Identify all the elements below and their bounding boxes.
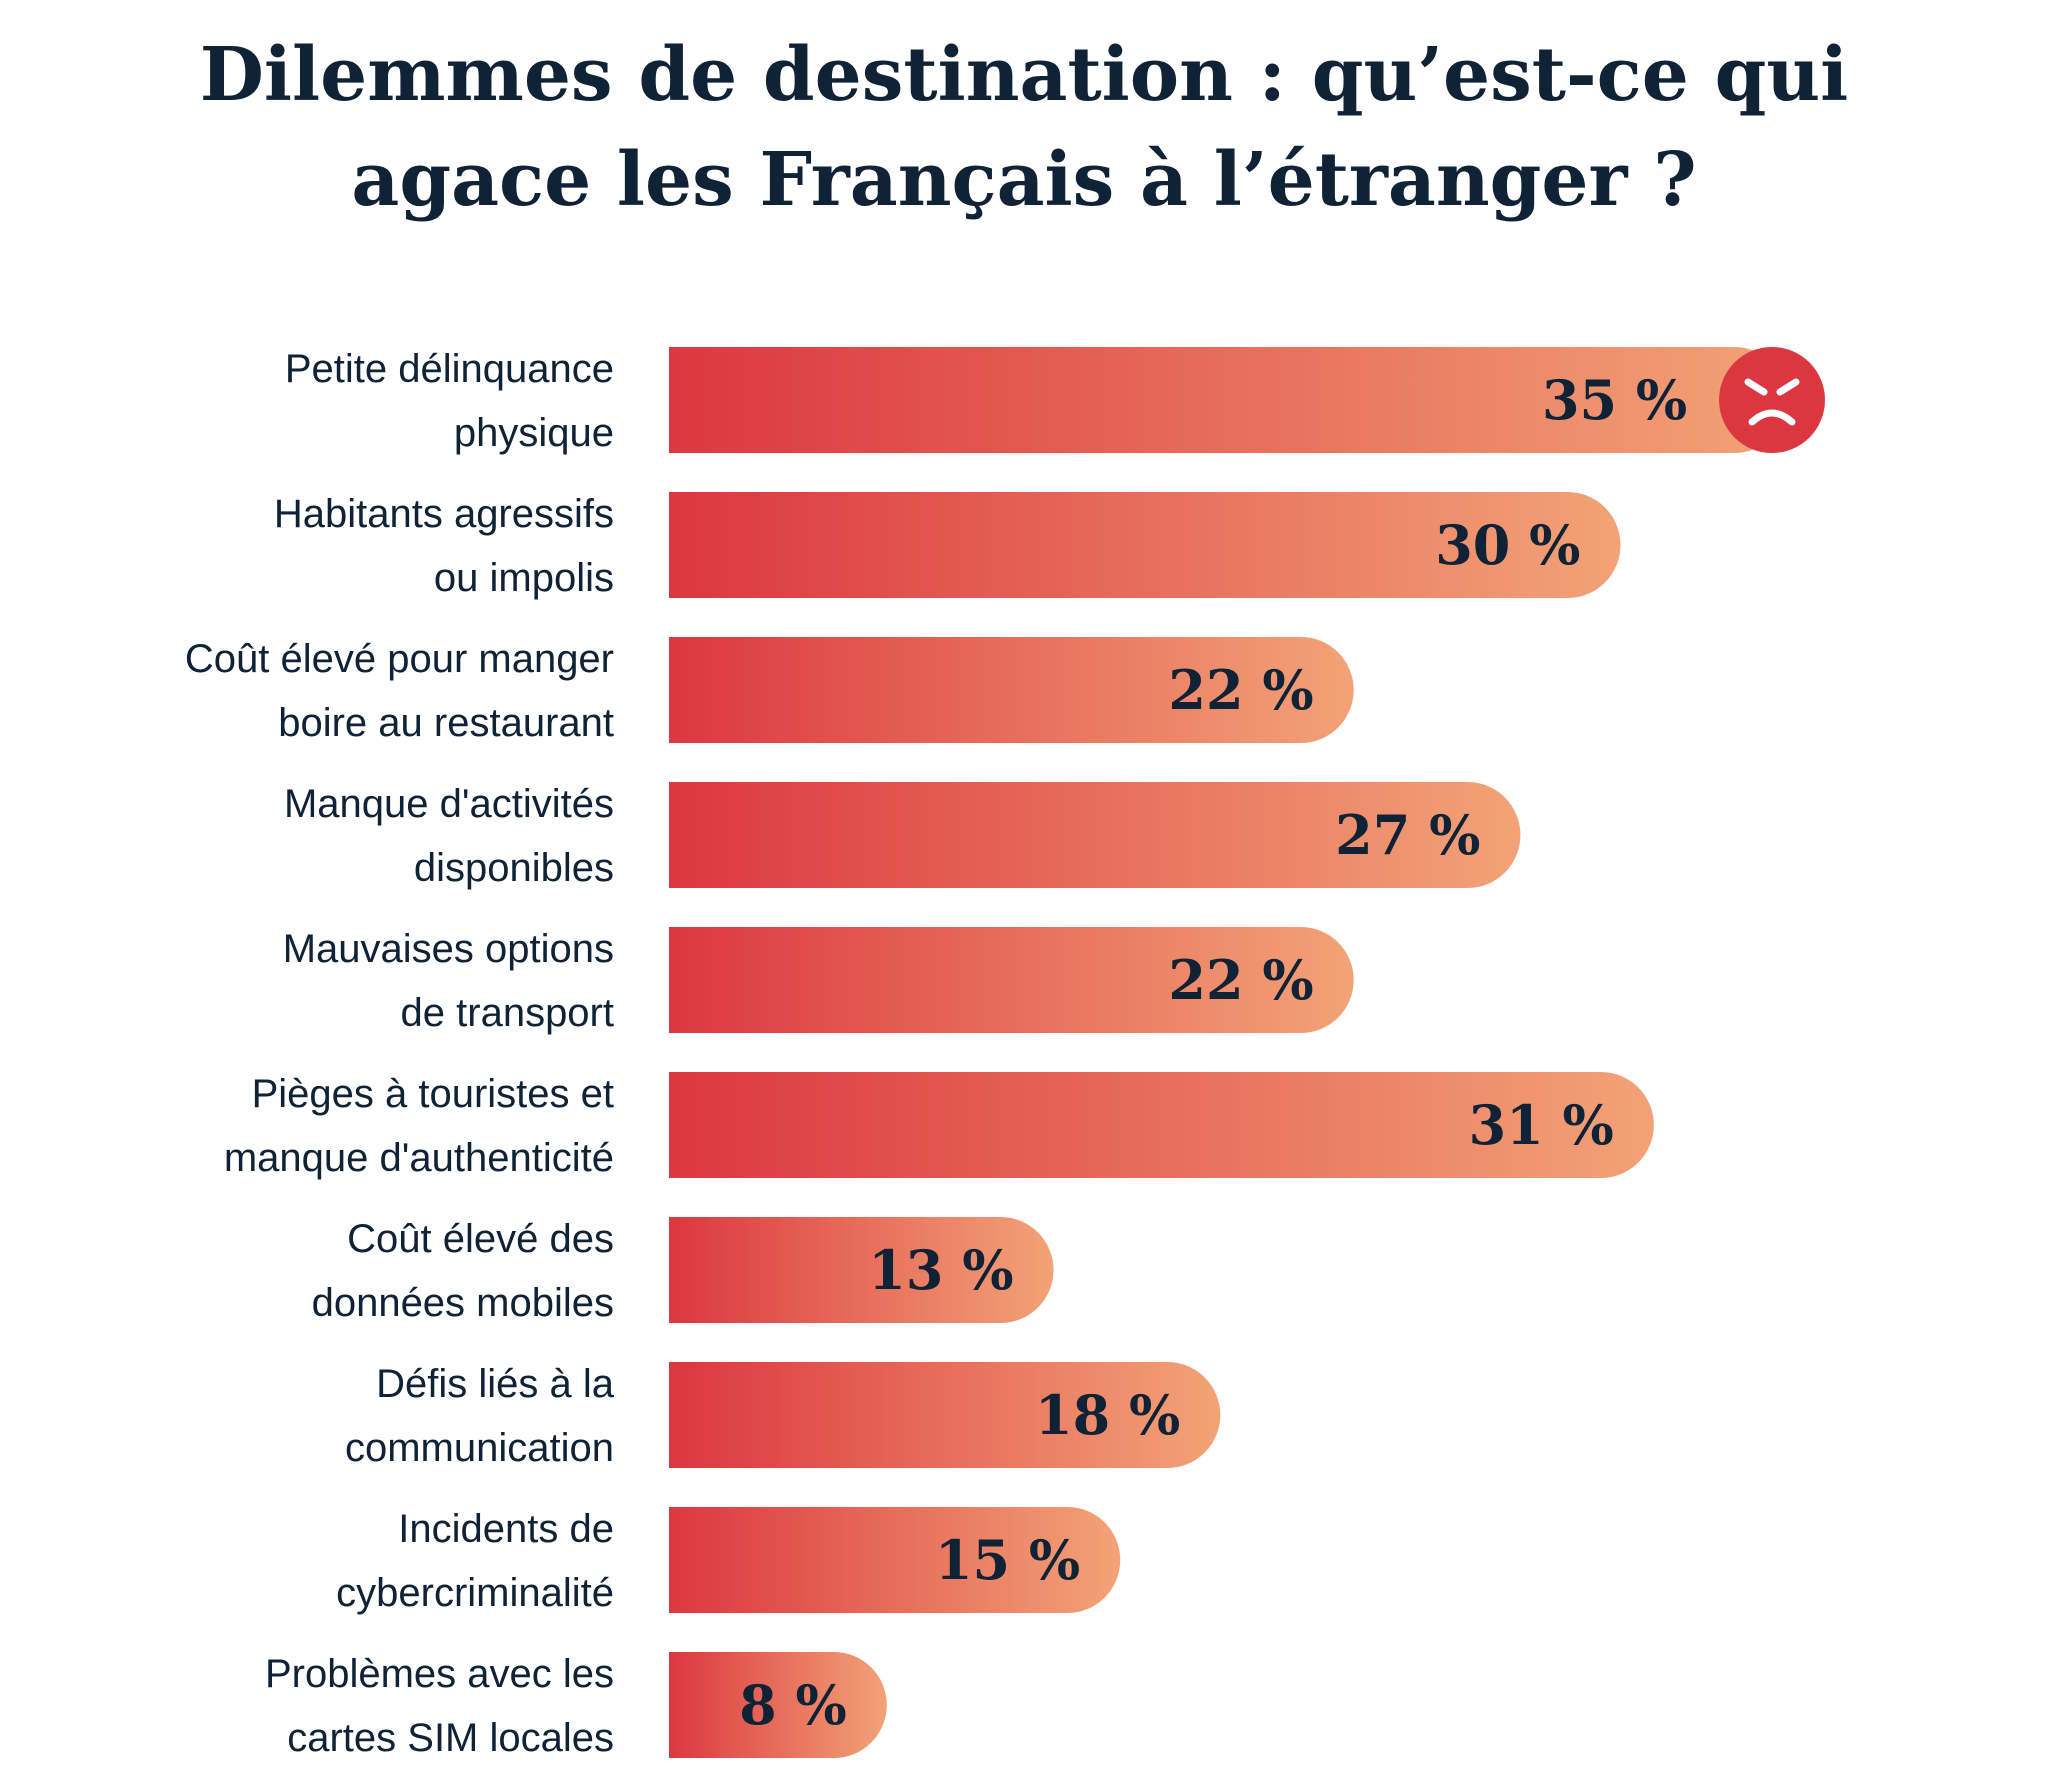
bar [669, 1217, 1054, 1323]
chart-title: agace les Français à l’étranger ? [351, 137, 1696, 223]
value-label: 35 % [1542, 368, 1687, 432]
bar [669, 1362, 1221, 1468]
category-label: Coût élevé pour manger [185, 637, 614, 681]
bar [669, 637, 1354, 743]
bar [669, 492, 1621, 598]
value-label: 15 % [935, 1528, 1080, 1592]
category-label: Mauvaises options [283, 927, 614, 971]
bar [669, 1507, 1121, 1613]
category-label: Petite délinquance [285, 347, 614, 391]
category-label: Défis liés à la [376, 1362, 615, 1406]
category-label: manque d'authenticité [224, 1136, 614, 1180]
category-label: Habitants agressifs [274, 492, 614, 536]
category-label: de transport [401, 991, 614, 1035]
bar [669, 347, 1788, 453]
value-label: 22 % [1168, 658, 1313, 722]
bar [669, 782, 1521, 888]
category-label: Manque d'activités [284, 782, 614, 826]
value-label: 13 % [868, 1238, 1013, 1302]
category-label: cartes SIM locales [287, 1716, 614, 1760]
value-label: 22 % [1168, 948, 1313, 1012]
value-label: 18 % [1035, 1383, 1180, 1447]
bar [669, 1072, 1654, 1178]
category-label: Pièges à touristes et [252, 1072, 614, 1116]
value-label: 30 % [1435, 513, 1580, 577]
category-label: ou impolis [434, 556, 614, 600]
value-label: 31 % [1469, 1093, 1614, 1157]
category-label: données mobiles [312, 1281, 614, 1325]
category-label: boire au restaurant [278, 701, 614, 745]
chart-title: Dilemmes de destination : qu’est-ce qui [200, 32, 1849, 118]
category-label: Coût élevé des [347, 1217, 614, 1261]
bar [669, 1652, 887, 1758]
bar [669, 927, 1354, 1033]
value-label: 27 % [1335, 803, 1480, 867]
category-label: physique [454, 411, 614, 455]
category-label: disponibles [414, 846, 614, 890]
category-label: communication [345, 1426, 614, 1470]
category-label: Problèmes avec les [265, 1652, 614, 1696]
value-label: 8 % [739, 1673, 847, 1737]
angry-icon [1719, 347, 1825, 453]
category-label: cybercriminalité [336, 1571, 614, 1615]
category-label: Incidents de [398, 1507, 614, 1551]
